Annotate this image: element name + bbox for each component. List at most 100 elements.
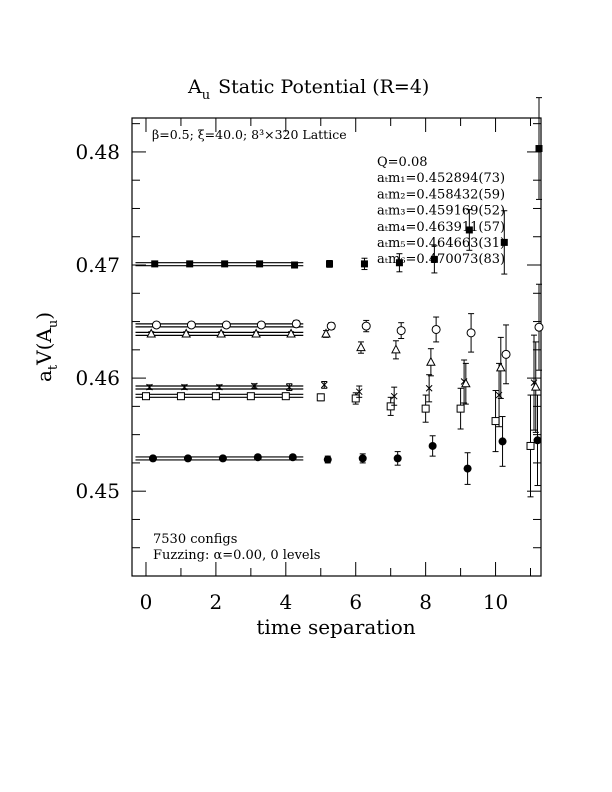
configs-text: 7530 configs — [153, 532, 237, 547]
data-point — [146, 383, 153, 391]
data-point — [183, 454, 192, 463]
data-point — [461, 378, 471, 388]
data-point — [465, 226, 473, 234]
x-tick-label: 10 — [483, 590, 508, 614]
series-filled-circle — [148, 394, 542, 487]
data-point — [491, 417, 500, 426]
series-filled-square — [151, 97, 543, 275]
svg-text:atV(Au): atV(Au) — [32, 312, 61, 382]
data-point — [498, 437, 507, 446]
legend-line: aₜm₃=0.459169(52) — [377, 204, 505, 219]
y-tick-label: 0.48 — [75, 140, 120, 164]
x-tick-label: 2 — [210, 590, 223, 614]
data-point — [221, 260, 229, 268]
legend-line: aₜm₅=0.464663(31) — [377, 236, 505, 251]
data-point — [181, 383, 188, 391]
axis-tick-labels: 0 2 4 6 8 10 0.45 0.46 0.47 0.48 — [75, 140, 508, 614]
data-point — [500, 238, 508, 246]
data-point — [251, 328, 261, 338]
data-point — [395, 259, 403, 267]
data-point — [463, 464, 472, 473]
data-point — [246, 392, 255, 401]
data-point — [221, 320, 231, 330]
data-point — [216, 383, 223, 391]
data-point — [176, 392, 185, 401]
data-point — [146, 328, 157, 338]
y-axis-label: atV(Au) — [32, 312, 61, 382]
data-point — [526, 441, 535, 450]
fit-results-legend: Q=0.08aₜm₁=0.452894(73)aₜm₂=0.458432(59)… — [377, 155, 505, 267]
data-point — [361, 321, 371, 331]
series-cross — [146, 334, 538, 431]
data-point — [291, 261, 299, 269]
data-point — [533, 436, 542, 445]
data-point — [186, 320, 196, 330]
data-point — [218, 454, 227, 463]
series-open-square — [141, 387, 535, 498]
data-point — [351, 394, 360, 403]
data-point — [286, 328, 296, 338]
data-point — [393, 454, 402, 463]
data-point — [431, 324, 441, 334]
data-point — [391, 344, 401, 354]
data-point — [256, 260, 264, 268]
data-point — [534, 322, 544, 332]
x-tick-label: 4 — [279, 590, 292, 614]
data-point — [425, 384, 433, 392]
series-open-circle — [151, 283, 544, 385]
data-point — [356, 342, 366, 352]
legend-line: Q=0.08 — [377, 155, 428, 170]
data-point — [253, 453, 262, 462]
legend-line: aₜm₄=0.463911(57) — [377, 220, 505, 235]
data-point — [421, 404, 430, 413]
data-point — [386, 402, 395, 411]
data-point — [181, 328, 192, 338]
fit-lines — [135, 262, 304, 461]
lattice-info-text: β=0.5; ξ=40.0; 8³×320 Lattice — [152, 127, 347, 142]
data-point — [320, 381, 328, 389]
legend-line: aₜm₆=0.470073(83) — [377, 252, 505, 267]
data-points — [141, 97, 544, 498]
x-tick-label: 6 — [349, 590, 362, 614]
data-point — [151, 320, 161, 330]
legend-line: aₜm₁=0.452894(73) — [377, 171, 505, 186]
data-point — [148, 454, 157, 463]
data-point — [186, 260, 194, 268]
data-point — [288, 453, 297, 462]
y-tick-label: 0.47 — [75, 253, 120, 277]
data-point — [501, 349, 511, 359]
y-tick-label: 0.46 — [75, 366, 120, 390]
data-point — [141, 392, 150, 401]
data-point — [390, 392, 398, 400]
data-point — [466, 328, 476, 338]
data-point — [360, 260, 368, 268]
data-point — [358, 454, 367, 463]
data-point — [285, 383, 293, 391]
data-point — [281, 392, 290, 401]
fuzzing-text: Fuzzing: α=0.00, 0 levels — [153, 548, 320, 563]
chart-title: Au Static Potential (R=4) — [187, 76, 429, 103]
data-point — [321, 328, 331, 338]
data-point — [426, 356, 436, 366]
x-axis-label: time separation — [256, 615, 415, 639]
series-open-triangle — [146, 328, 541, 433]
data-point — [151, 260, 159, 268]
data-point — [216, 328, 226, 338]
data-point — [495, 362, 506, 372]
data-point — [250, 382, 258, 390]
x-tick-label: 0 — [140, 590, 153, 614]
y-tick-label: 0.45 — [75, 479, 120, 503]
data-point — [326, 260, 334, 268]
data-point — [430, 255, 438, 263]
data-point — [428, 441, 437, 450]
data-point — [355, 388, 363, 396]
data-point — [530, 381, 541, 391]
data-point — [323, 455, 332, 464]
data-point — [256, 320, 266, 330]
data-point — [396, 326, 406, 336]
data-point — [316, 393, 325, 402]
legend-line: aₜm₂=0.458432(59) — [377, 187, 505, 202]
data-point — [326, 321, 336, 331]
x-tick-label: 8 — [419, 590, 432, 614]
